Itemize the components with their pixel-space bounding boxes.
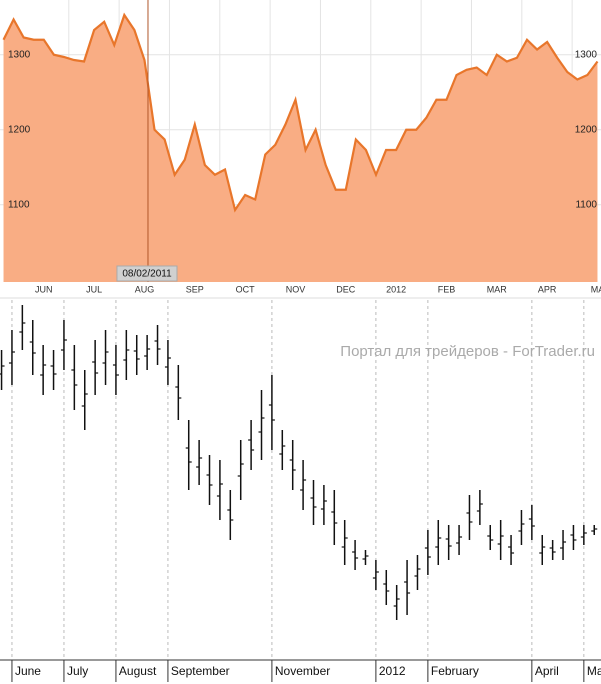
- x-tick-label: MAR: [487, 284, 508, 294]
- y-tick-label: 1200: [575, 124, 598, 135]
- x-tick-label: AUG: [135, 284, 155, 294]
- x-tick-label: Ma: [587, 664, 601, 678]
- x-tick-label: APR: [538, 284, 557, 294]
- x-tick-label: 2012: [386, 284, 406, 294]
- watermark: Портал для трейдеров - ForTrader.ru: [340, 343, 595, 360]
- area-fill: [3, 15, 598, 282]
- x-tick-label: April: [535, 664, 559, 678]
- x-tick-label: July: [67, 664, 88, 678]
- cursor-label: 08/02/2011: [122, 269, 172, 280]
- x-tick-label: OCT: [236, 284, 256, 294]
- x-tick-label: MA: [591, 284, 601, 294]
- x-tick-label: June: [15, 664, 41, 678]
- x-tick-label: JUL: [86, 284, 102, 294]
- x-tick-label: August: [119, 664, 157, 678]
- x-tick-label: February: [431, 664, 479, 678]
- x-tick-label: SEP: [186, 284, 204, 294]
- cursor-label-box: [116, 265, 178, 282]
- x-tick-label: FEB: [438, 284, 456, 294]
- x-tick-label: JUN: [35, 284, 53, 294]
- y-tick-label: 1100: [8, 199, 30, 210]
- x-axis-band: [0, 282, 601, 298]
- y-tick-label: 1300: [575, 49, 598, 60]
- y-tick-label: 1100: [575, 199, 597, 210]
- x-tick-label: NOV: [286, 284, 306, 294]
- y-tick-label: 1200: [8, 124, 31, 135]
- y-tick-label: 1300: [8, 49, 31, 60]
- x-tick-label: September: [171, 664, 230, 678]
- x-tick-label: 2012: [379, 664, 406, 678]
- line: [2, 12, 599, 213]
- x-tick-label: DEC: [336, 284, 356, 294]
- x-tick-label: November: [275, 664, 330, 678]
